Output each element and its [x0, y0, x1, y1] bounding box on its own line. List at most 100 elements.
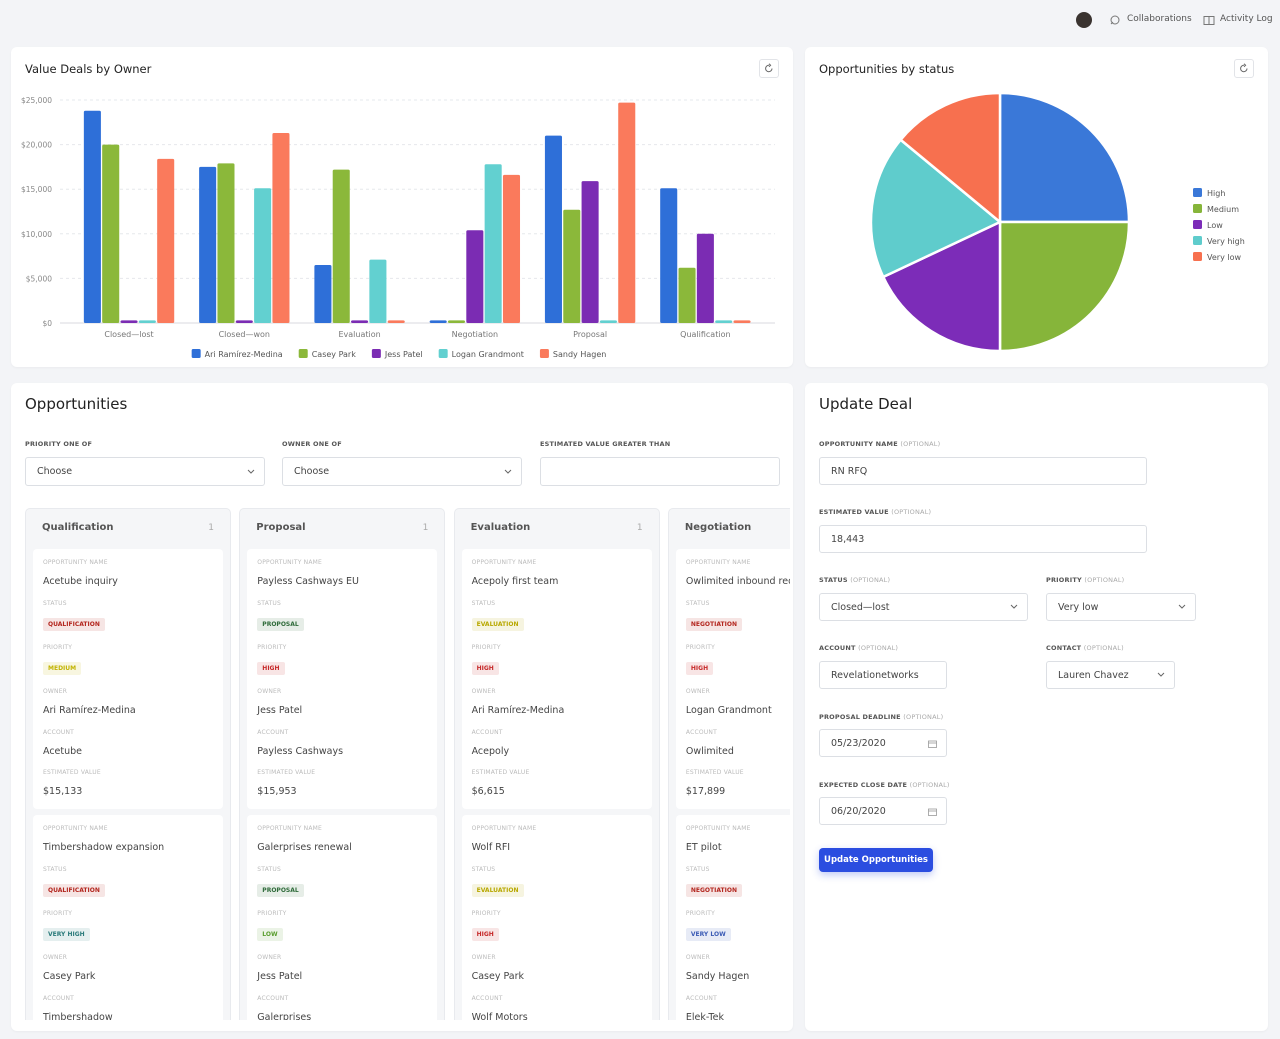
optional-tag: (OPTIONAL)	[858, 644, 899, 652]
deal-card[interactable]: OPPORTUNITY NAME ET pilot STATUS NEGOTIATIO…	[675, 815, 790, 1020]
select[interactable]: Very low	[1046, 593, 1196, 621]
badge: LOW	[257, 928, 283, 941]
avatar[interactable]	[1076, 12, 1092, 28]
bar	[599, 320, 617, 323]
field-value: $6,615	[471, 786, 505, 797]
field-value: Wolf Motors	[471, 1012, 528, 1020]
field-label: OPPORTUNITY NAME	[43, 559, 108, 566]
field-label: OPPORTUNITY NAME	[43, 825, 108, 832]
deal-card[interactable]: OPPORTUNITY NAME Wolf RFI STATUS EVALUATION…	[461, 815, 652, 1020]
legend-swatch	[298, 349, 308, 358]
bar	[715, 320, 733, 323]
field-label: OWNER	[257, 954, 282, 961]
value-filter[interactable]	[540, 457, 780, 486]
text-input[interactable]: Revelationetworks	[819, 661, 947, 689]
field-value: Jess Patel	[257, 705, 303, 716]
badge: VERY HIGH	[43, 928, 90, 941]
text-input[interactable]: RN RFQ	[819, 457, 1147, 485]
field-label: STATUS	[257, 866, 282, 873]
select-value: Closed—lost	[831, 601, 890, 613]
field-label: ESTIMATED VALUE	[257, 769, 316, 776]
legend-label: Sandy Hagen	[553, 350, 606, 359]
bar	[138, 320, 156, 323]
legend-label: Logan Grandmont	[452, 350, 524, 359]
field-label: PRIORITY	[685, 644, 716, 651]
kanban-column: Negotiation OPPORTUNITY NAME Owlimited inb…	[667, 508, 790, 1020]
pie-slice	[898, 91, 1002, 225]
refresh-button[interactable]	[1234, 59, 1254, 78]
field-label: OPPORTUNITY NAME	[257, 559, 323, 566]
owner-filter[interactable]: Choose	[282, 457, 522, 486]
field-value: Owlimited	[685, 746, 734, 757]
select-value: Lauren Chavez	[1058, 669, 1129, 681]
bar	[696, 233, 714, 323]
placeholder: Choose	[294, 466, 330, 477]
field-value: Jess Patel	[257, 971, 303, 982]
input-value: Revelationetworks	[831, 669, 919, 681]
bar	[502, 174, 521, 323]
optional-tag: (OPTIONAL)	[1083, 644, 1124, 652]
input-value: 05/23/2020	[831, 737, 886, 749]
column-title: Negotiation	[684, 522, 752, 533]
field-label: PRIORITY	[43, 644, 73, 651]
field-label: OWNER	[471, 688, 496, 695]
field-label: OWNER	[685, 954, 710, 961]
field-label: PRIORITY	[257, 910, 287, 917]
input-value: 18,443	[831, 533, 865, 545]
bar	[733, 320, 751, 323]
deal-card[interactable]: OPPORTUNITY NAME Acepoly first team STATUS…	[461, 549, 652, 809]
bar	[678, 267, 696, 323]
date-input[interactable]: 05/23/2020	[819, 729, 947, 757]
field-label: ACCOUNT	[43, 995, 75, 1002]
field-label: PRIORITY	[471, 910, 501, 917]
column-title: Qualification	[42, 522, 114, 533]
label-text: EXPECTED CLOSE DATE	[819, 781, 908, 789]
deal-card[interactable]: OPPORTUNITY NAME Acetube inquiry STATUS QUA…	[33, 549, 223, 809]
bar	[581, 181, 599, 323]
collaborations-link[interactable]: Collaborations	[1127, 14, 1192, 24]
date-input[interactable]: 06/20/2020	[819, 797, 947, 825]
field-value: Payless Cashways EU	[257, 576, 360, 587]
field-value: Acetube	[43, 746, 83, 757]
column-count: 1	[208, 523, 214, 533]
calendar-icon	[928, 740, 937, 748]
field-value: Acepoly first team	[471, 576, 559, 587]
field-value: Galerprises renewal	[257, 842, 352, 853]
field-label: ACCOUNT	[43, 729, 75, 736]
legend-label: Ari Ramírez-Medina	[205, 350, 283, 359]
deal-card[interactable]: OPPORTUNITY NAME Timbershadow expansion ST…	[33, 815, 223, 1020]
field-label: OPPORTUNITY NAME	[257, 825, 323, 832]
deal-card[interactable]: OPPORTUNITY NAME Payless Cashways EU STATU…	[247, 549, 438, 809]
field-label: STATUS	[43, 866, 67, 873]
legend-swatch	[1193, 204, 1202, 213]
label-text: ESTIMATED VALUE	[819, 508, 889, 516]
priority-filter[interactable]: Choose	[25, 457, 265, 486]
field-label: STATUS	[43, 600, 67, 607]
bar	[429, 320, 447, 323]
badge: QUALIFICATION	[43, 618, 105, 631]
kanban-column: Proposal 1 OPPORTUNITY NAME Payless Cashway…	[239, 508, 446, 1020]
legend-swatch	[539, 349, 549, 358]
field-value: Casey Park	[471, 971, 525, 982]
x-tick-label: Qualification	[680, 330, 730, 339]
badge: EVALUATION	[471, 618, 524, 631]
refresh-button[interactable]	[759, 59, 779, 78]
update-button[interactable]: Update Opportunities	[819, 848, 933, 872]
refresh-icon	[765, 63, 773, 73]
deal-card[interactable]: OPPORTUNITY NAME Owlimited inbound req STA…	[675, 549, 790, 809]
field-value: Ari Ramírez-Medina	[43, 705, 136, 716]
text-input[interactable]: 18,443	[819, 525, 1147, 553]
select[interactable]: Lauren Chavez	[1046, 661, 1175, 689]
legend-label: Very high	[1207, 237, 1245, 246]
filter-label: ESTIMATED VALUE GREATER THAN	[540, 440, 671, 448]
bar	[83, 110, 101, 323]
update-deal-panel	[805, 383, 1268, 1031]
activity-log-link[interactable]: Activity Log	[1220, 14, 1273, 24]
select[interactable]: Closed—lost	[819, 593, 1028, 621]
field-value: $15,953	[257, 786, 297, 797]
field-label: PRIORITY (OPTIONAL)	[1046, 576, 1124, 584]
field-label: OWNER	[43, 688, 68, 695]
bar	[157, 158, 175, 323]
deal-card[interactable]: OPPORTUNITY NAME Galerprises renewal STATU…	[247, 815, 438, 1020]
field-value: Owlimited inbound req	[685, 576, 790, 587]
